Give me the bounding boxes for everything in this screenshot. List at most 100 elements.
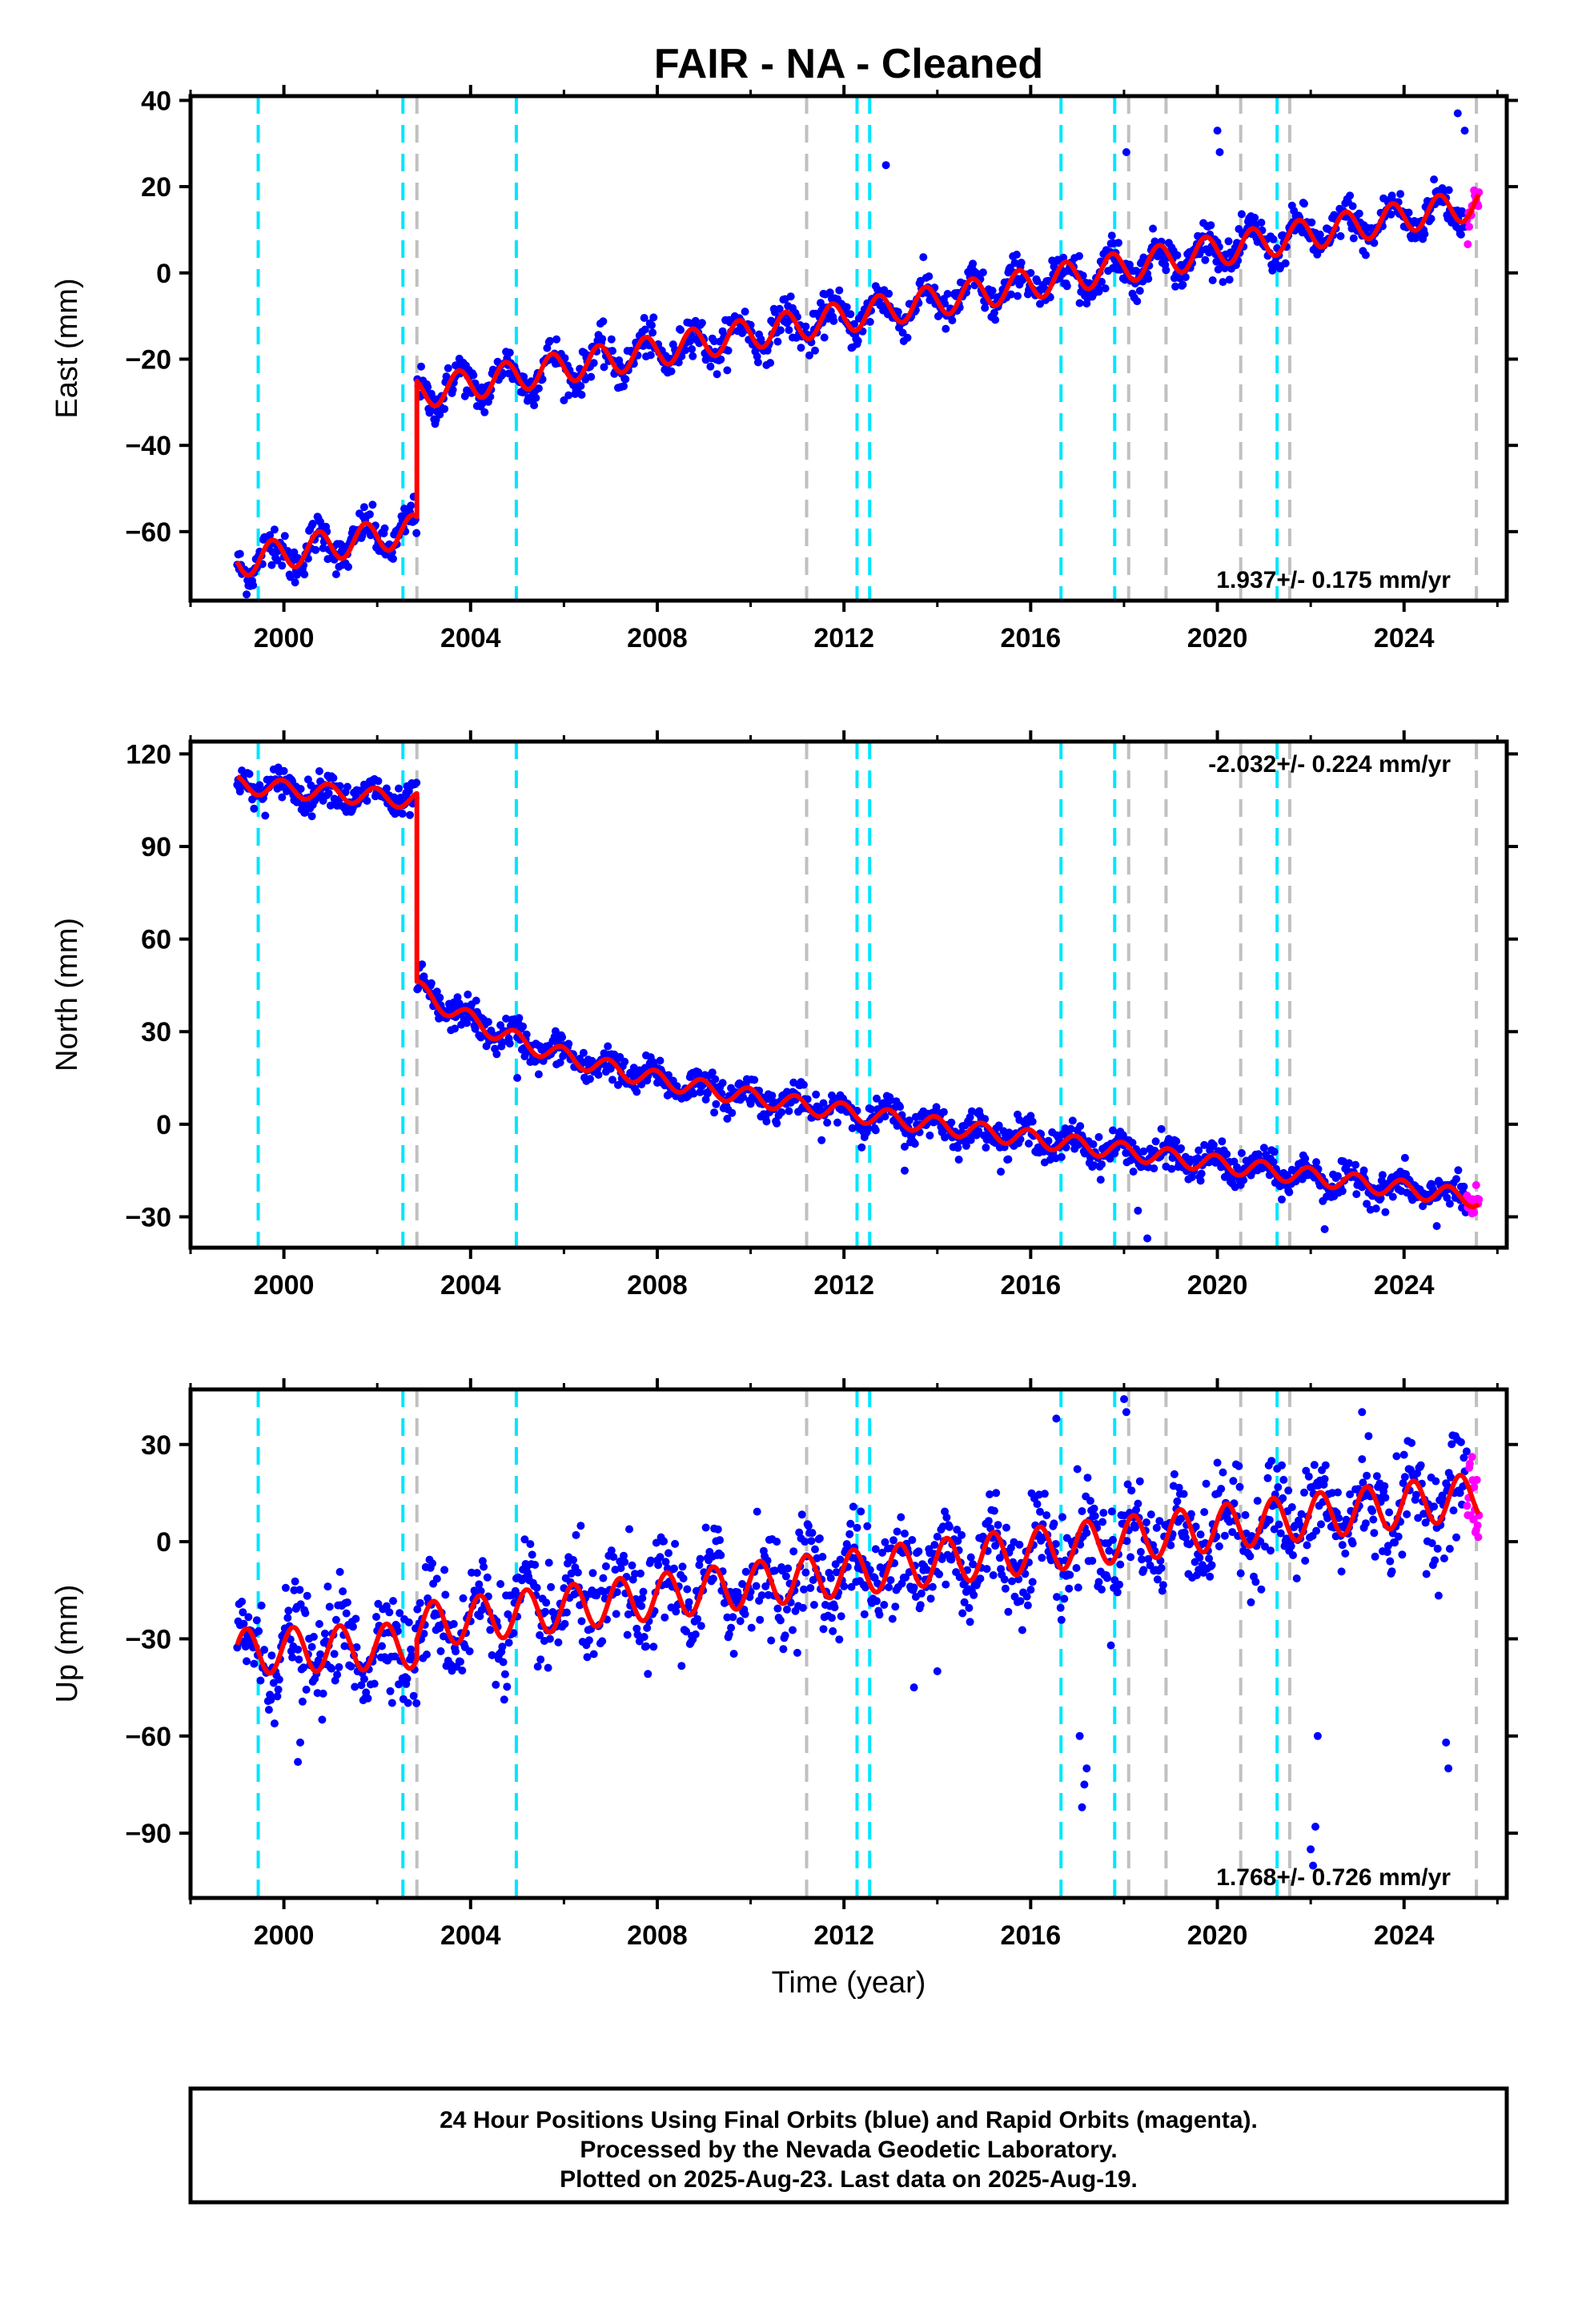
- final-orbit-point: [1387, 1567, 1396, 1576]
- y-tick-label: −60: [125, 517, 171, 548]
- final-orbit-point: [1218, 1137, 1227, 1146]
- final-orbit-point: [1388, 1192, 1397, 1201]
- final-orbit-point: [1017, 259, 1026, 267]
- final-orbit-point: [484, 1018, 492, 1027]
- final-orbit-point: [500, 1695, 508, 1704]
- final-orbit-point: [564, 391, 573, 400]
- final-orbit-point: [412, 778, 421, 787]
- final-orbit-point: [1287, 1542, 1295, 1550]
- final-orbit-point: [620, 1558, 629, 1566]
- final-orbit-point: [1430, 1502, 1439, 1511]
- final-orbit-point: [857, 1507, 865, 1516]
- final-orbit-point: [1434, 1591, 1443, 1600]
- final-orbit-point: [1229, 1477, 1238, 1486]
- final-orbit-point: [365, 510, 374, 519]
- final-orbit-point: [1267, 1457, 1276, 1466]
- final-orbit-point: [885, 1583, 893, 1591]
- final-orbit-point: [374, 777, 383, 786]
- y-tick-label: 30: [141, 1017, 171, 1047]
- final-orbit-point: [696, 1554, 705, 1563]
- outlier-point: [1215, 148, 1224, 156]
- final-orbit-point: [840, 1582, 849, 1590]
- final-orbit-point: [1361, 1519, 1370, 1528]
- final-orbit-point: [1433, 1544, 1442, 1553]
- final-orbit-point: [773, 1604, 782, 1613]
- final-orbit-point: [1370, 1529, 1379, 1538]
- y-tick-label: −30: [125, 1624, 171, 1655]
- final-orbit-point: [1076, 1122, 1085, 1131]
- final-orbit-point: [1247, 1598, 1255, 1606]
- final-orbit-point: [440, 404, 449, 413]
- final-orbit-point: [1349, 234, 1358, 243]
- final-orbit-point: [1430, 175, 1439, 184]
- outlier-point: [1442, 1738, 1451, 1747]
- final-orbit-point: [942, 324, 950, 333]
- final-orbit-point: [683, 1585, 692, 1594]
- final-orbit-point: [775, 304, 784, 313]
- final-orbit-point: [483, 1573, 492, 1582]
- final-orbit-point: [875, 1610, 884, 1619]
- final-orbit-point: [323, 1582, 332, 1591]
- final-orbit-point: [280, 532, 289, 541]
- x-tick-label: 2016: [1001, 1270, 1062, 1301]
- outlier-point: [1444, 1764, 1453, 1773]
- y-tick-label: −20: [125, 344, 171, 375]
- x-tick-label: 2004: [440, 1270, 501, 1301]
- final-orbit-point: [1157, 1124, 1166, 1133]
- final-orbit-point: [319, 1689, 327, 1698]
- final-orbit-point: [1372, 1472, 1381, 1481]
- final-orbit-point: [681, 346, 689, 355]
- final-orbit-point: [809, 1601, 818, 1609]
- final-orbit-point: [893, 1527, 901, 1536]
- final-orbit-point: [767, 1636, 776, 1645]
- outlier-point: [1122, 1408, 1130, 1417]
- final-orbit-point: [917, 1589, 926, 1598]
- final-orbit-point: [798, 1603, 807, 1612]
- final-orbit-point: [607, 335, 616, 344]
- final-orbit-point: [829, 316, 838, 325]
- final-orbit-point: [558, 1033, 567, 1042]
- final-orbit-point: [534, 384, 543, 392]
- final-orbit-point: [257, 1601, 266, 1610]
- final-orbit-point: [982, 1144, 990, 1152]
- final-orbit-point: [589, 359, 598, 368]
- final-orbit-point: [945, 1522, 954, 1531]
- final-orbit-point: [270, 525, 279, 534]
- final-orbit-point: [1398, 1550, 1407, 1559]
- final-orbit-point: [994, 1521, 1002, 1530]
- final-orbit-point: [1050, 1519, 1058, 1528]
- final-orbit-point: [935, 1570, 944, 1578]
- final-orbit-point: [789, 1626, 797, 1634]
- final-orbit-point: [1445, 1200, 1454, 1208]
- final-orbit-point: [554, 1638, 563, 1647]
- final-orbit-point: [1304, 1472, 1313, 1481]
- final-orbit-point: [436, 410, 444, 419]
- final-orbit-point: [709, 1574, 717, 1583]
- final-orbit-point: [648, 321, 656, 330]
- final-orbit-point: [896, 1103, 905, 1112]
- final-orbit-point: [1292, 1574, 1301, 1582]
- final-orbit-point: [797, 344, 805, 352]
- final-orbit-point: [954, 1156, 963, 1164]
- y-tick-label: −90: [125, 1819, 171, 1849]
- final-orbit-point: [766, 359, 775, 368]
- final-orbit-point: [311, 545, 320, 554]
- final-orbit-point: [620, 382, 628, 391]
- final-orbit-point: [545, 1634, 554, 1643]
- final-orbit-point: [1317, 1520, 1325, 1529]
- final-orbit-point: [1386, 1557, 1395, 1566]
- final-orbit-point: [806, 1584, 815, 1592]
- final-orbit-point: [781, 1631, 789, 1640]
- final-orbit-point: [315, 767, 323, 775]
- final-orbit-point: [1129, 1168, 1138, 1176]
- final-orbit-point: [325, 1602, 334, 1611]
- final-orbit-point: [773, 1538, 781, 1546]
- final-orbit-point: [331, 570, 340, 579]
- final-orbit-point: [833, 1118, 841, 1127]
- final-orbit-point: [348, 1622, 357, 1631]
- final-orbit-point: [569, 1556, 577, 1564]
- final-orbit-point: [860, 1610, 869, 1618]
- final-orbit-point: [958, 1530, 966, 1539]
- final-orbit-point: [608, 347, 616, 356]
- final-orbit-point: [805, 351, 813, 360]
